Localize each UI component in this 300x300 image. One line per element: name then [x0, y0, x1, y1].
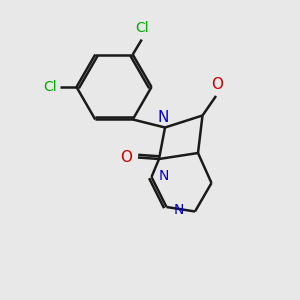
Text: N: N: [159, 169, 169, 182]
Text: N: N: [158, 110, 169, 124]
Text: Cl: Cl: [43, 80, 56, 94]
Text: O: O: [212, 77, 224, 92]
Text: Cl: Cl: [135, 21, 148, 35]
Text: O: O: [120, 150, 132, 165]
Text: N: N: [174, 203, 184, 217]
